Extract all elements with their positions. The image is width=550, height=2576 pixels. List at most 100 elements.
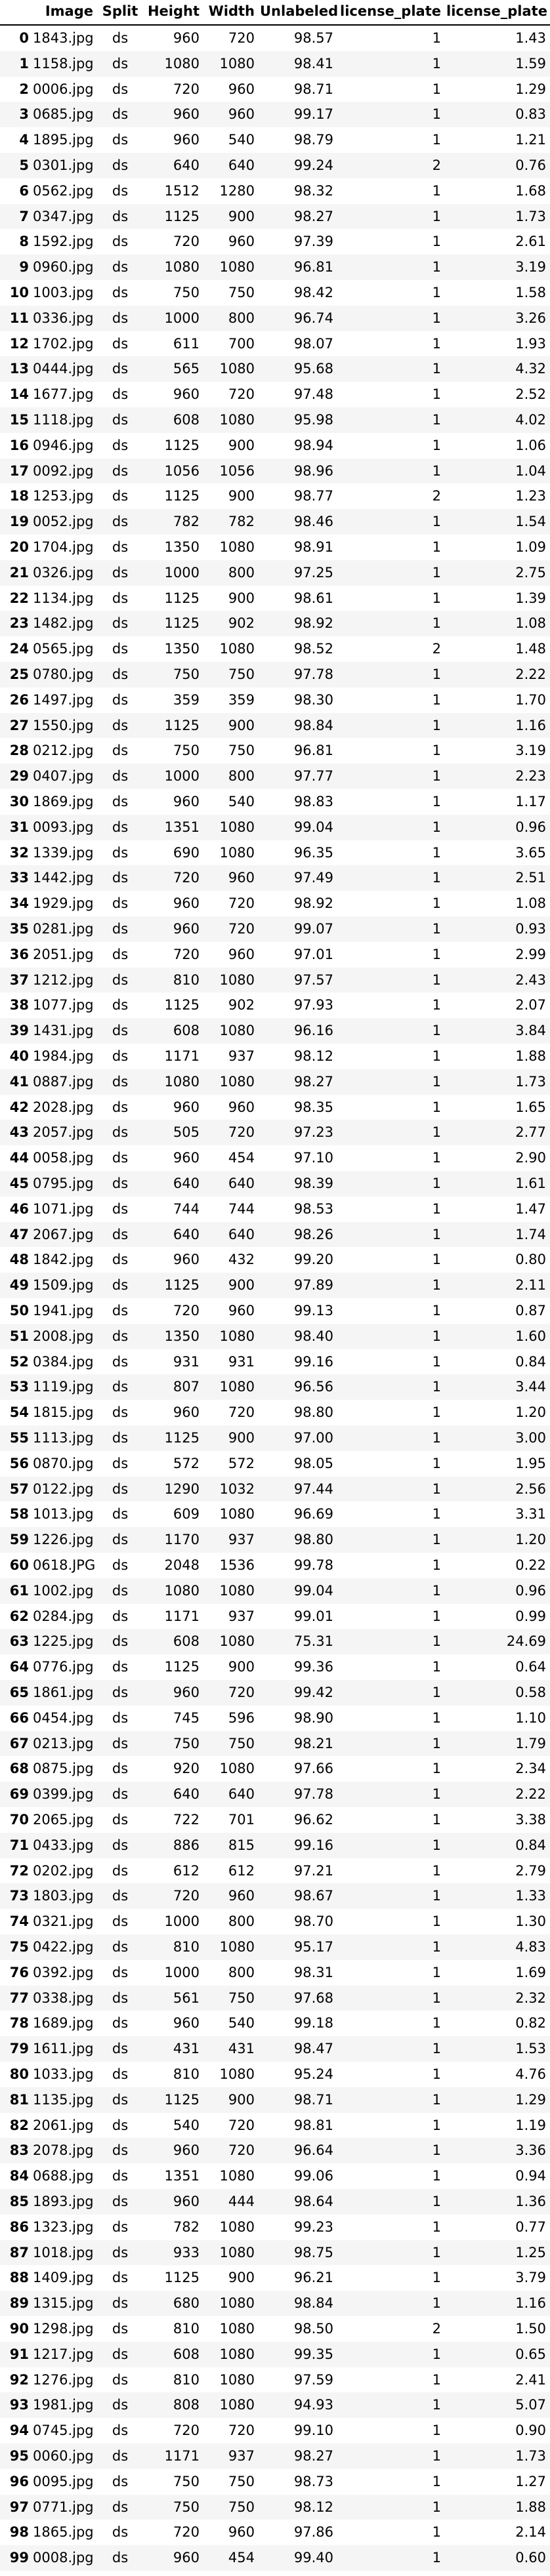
license-plate-percent: 2.61	[515, 234, 546, 250]
license-plate-count: 1	[432, 1252, 441, 1268]
table-row: 14 1677.jpg ds 960 720 97.48 1 2.52	[0, 382, 550, 407]
image-name: 0618.JPG	[33, 1557, 96, 1573]
unlabeled: 99.04	[293, 819, 333, 835]
height: 810	[173, 2066, 200, 2082]
width: 1080	[219, 641, 255, 657]
table-row: 17 0092.jpg ds 1056 1056 98.96 1 1.04	[0, 458, 550, 484]
height: 720	[173, 81, 200, 97]
row-index: 66	[9, 1709, 29, 1726]
unlabeled: 97.89	[293, 1277, 333, 1294]
license-plate-count: 1	[432, 462, 441, 479]
table-row: 58 1013.jpg ds 609 1080 96.69 1 3.31	[0, 1502, 550, 1527]
width: 431	[228, 2041, 255, 2057]
license-plate-count: 1	[432, 1685, 441, 1700]
row-index: 21	[9, 564, 29, 581]
unlabeled: 98.57	[293, 30, 333, 46]
width: 700	[228, 335, 255, 352]
license-plate-percent: 2.79	[515, 1862, 546, 1879]
license-plate-count: 1	[432, 259, 441, 276]
license-plate-percent: 1.17	[515, 794, 546, 809]
license-plate-count: 1	[432, 2066, 441, 2082]
split: ds	[112, 285, 129, 300]
table-row: 91 1217.jpg ds 608 1080 99.35 1 0.65	[0, 2341, 550, 2367]
row-index: 13	[9, 361, 29, 377]
height: 750	[173, 285, 200, 300]
row-index: 60	[9, 1557, 29, 1573]
table-row: 80 1033.jpg ds 810 1080 95.24 1 4.76	[0, 2062, 550, 2087]
unlabeled: 98.77	[293, 488, 333, 504]
unlabeled: 98.12	[293, 1048, 333, 1064]
row-index: 31	[9, 819, 29, 835]
height: 431	[173, 2041, 200, 2057]
license-plate-percent: 1.19	[515, 2117, 546, 2133]
license-plate-percent: 1.73	[515, 2448, 546, 2464]
license-plate-percent: 1.43	[515, 30, 546, 46]
license-plate-percent: 0.87	[515, 1303, 546, 1319]
table-row: 67 0213.jpg ds 750 750 98.21 1 1.79	[0, 1730, 550, 1757]
unlabeled: 98.42	[293, 285, 333, 300]
license-plate-count: 1	[432, 208, 441, 224]
image-name: 0565.jpg	[33, 641, 94, 657]
row-index: 74	[9, 1913, 29, 1930]
unlabeled: 95.98	[293, 412, 333, 428]
width: 454	[228, 2550, 255, 2566]
table-row: 33 1442.jpg ds 720 960 97.49 1 2.51	[0, 865, 550, 891]
table-row: 36 2051.jpg ds 720 960 97.01 1 2.99	[0, 942, 550, 968]
row-index: 27	[9, 717, 29, 733]
table-row: 13 0444.jpg ds 565 1080 95.68 1 4.32	[0, 356, 550, 382]
height: 722	[173, 1812, 200, 1828]
unlabeled: 97.21	[293, 1862, 333, 1879]
table-row: 70 2065.jpg ds 722 701 96.62 1 3.38	[0, 1807, 550, 1833]
row-index: 69	[9, 1786, 29, 1803]
split: ds	[112, 1888, 129, 1904]
row-index: 24	[9, 641, 29, 657]
split: ds	[112, 259, 129, 276]
header-license-plate-count: license_plate	[340, 3, 441, 19]
license-plate-percent: 1.79	[515, 1735, 546, 1751]
height: 1000	[164, 768, 200, 785]
row-index: 95	[9, 2448, 29, 2464]
split: ds	[112, 2499, 129, 2515]
unlabeled: 98.90	[293, 1709, 333, 1726]
width: 1080	[219, 971, 255, 988]
split: ds	[112, 1990, 129, 2006]
image-name: 1702.jpg	[33, 335, 94, 352]
row-index: 6	[19, 182, 29, 199]
license-plate-percent: 5.07	[515, 2397, 546, 2413]
unlabeled: 96.64	[293, 2142, 333, 2159]
license-plate-percent: 3.84	[515, 1023, 546, 1039]
split: ds	[112, 55, 129, 72]
image-name: 1704.jpg	[33, 539, 94, 555]
split: ds	[112, 666, 129, 682]
height: 931	[173, 1353, 200, 1370]
unlabeled: 99.78	[293, 1557, 333, 1573]
license-plate-count: 1	[432, 1608, 441, 1624]
row-index: 1	[19, 55, 29, 72]
split: ds	[112, 2117, 129, 2133]
header-width: Width	[208, 3, 255, 19]
license-plate-percent: 1.29	[515, 2091, 546, 2108]
row-index: 14	[9, 386, 29, 403]
row-index: 68	[9, 1761, 29, 1777]
width: 900	[228, 590, 255, 606]
license-plate-percent: 3.00	[515, 1430, 546, 1446]
license-plate-percent: 4.76	[515, 2066, 546, 2082]
image-name: 0688.jpg	[33, 2168, 94, 2184]
license-plate-count: 2	[432, 641, 441, 657]
table-row: 26 1497.jpg ds 359 359 98.30 1 1.70	[0, 687, 550, 713]
image-name: 1984.jpg	[33, 1048, 94, 1064]
unlabeled: 75.31	[293, 1633, 333, 1650]
header-divider	[0, 24, 550, 26]
unlabeled: 98.71	[293, 81, 333, 97]
width: 800	[228, 310, 255, 326]
license-plate-count: 1	[432, 2371, 441, 2388]
image-name: 1941.jpg	[33, 1303, 94, 1319]
split: ds	[112, 1379, 129, 1395]
license-plate-percent: 0.84	[515, 1837, 546, 1853]
image-name: 1865.jpg	[33, 2524, 94, 2541]
table-row: 32 1339.jpg ds 690 1080 96.35 1 3.65	[0, 840, 550, 866]
row-index: 61	[9, 1582, 29, 1599]
image-name: 0060.jpg	[33, 2448, 94, 2464]
split: ds	[112, 514, 129, 530]
split: ds	[112, 2524, 129, 2541]
